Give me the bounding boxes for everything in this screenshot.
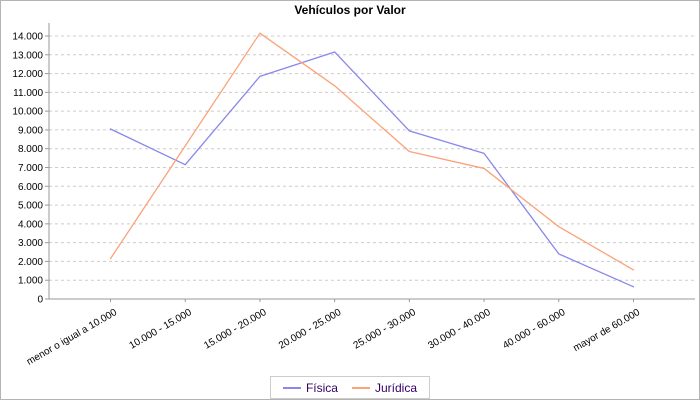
y-tick-label: 6.000: [18, 182, 43, 193]
x-category-label: 20.000 - 25.000: [277, 307, 344, 352]
series-line-fisica: [109, 51, 635, 288]
y-tick-label: 12.000: [12, 69, 43, 80]
chart-title: Vehículos por Valor: [294, 3, 406, 17]
y-tick-label: 8.000: [18, 144, 43, 155]
x-category-label: 40.000 - 60.000: [501, 307, 568, 352]
y-tick-label: 5.000: [18, 201, 43, 212]
series-line-juridica: [109, 32, 635, 271]
x-category-label: 30.000 - 40.000: [426, 307, 493, 352]
x-category-label: 15.000 - 20.000: [202, 307, 269, 352]
y-tick-label: 1.000: [18, 276, 43, 287]
legend-swatch-juridica: [351, 386, 370, 389]
y-tick-label: 3.000: [18, 238, 43, 249]
legend-label-fisica: Física: [305, 380, 338, 395]
y-tick-label: 10.000: [12, 107, 43, 118]
legend-label-juridica: Jurídica: [374, 380, 418, 395]
legend-item-juridica: Jurídica: [351, 380, 418, 395]
y-tick-label: 4.000: [18, 219, 43, 230]
legend-item-fisica: Física: [282, 380, 338, 395]
x-category-label: 25.000 - 30.000: [352, 307, 419, 352]
legend: Física Jurídica: [269, 376, 431, 399]
x-category-label: mayor de 60.000: [571, 307, 642, 354]
legend-swatch-fisica: [282, 386, 301, 389]
x-category-label: menor o igual a 10.000: [25, 307, 119, 368]
y-tick-label: 13.000: [12, 50, 43, 61]
y-tick-label: 14.000: [12, 32, 43, 43]
y-tick-label: 7.000: [18, 163, 43, 174]
y-tick-label: 2.000: [18, 257, 43, 268]
y-tick-label: 11.000: [13, 88, 43, 99]
y-tick-label: 9.000: [18, 125, 43, 136]
x-category-label: 10.000 - 15.000: [128, 307, 195, 352]
y-tick-label: 0: [37, 295, 43, 306]
